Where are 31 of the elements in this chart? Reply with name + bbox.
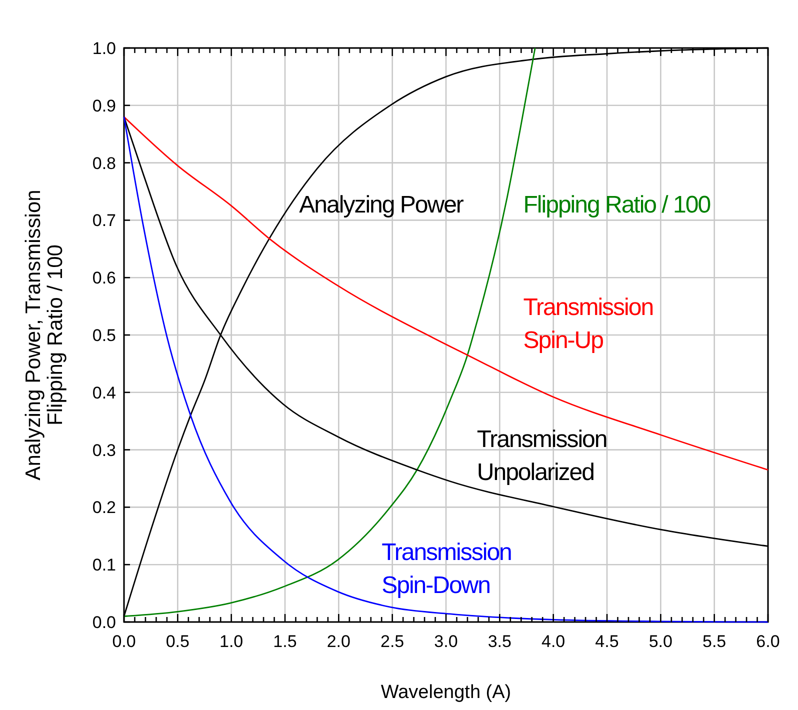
series-label: Transmission Spin-Up	[523, 294, 654, 354]
y-tick-label: 0.6	[92, 268, 116, 288]
x-tick-label: 2.5	[380, 632, 404, 651]
x-tick-label: 1.0	[220, 632, 244, 651]
y-tick-label: 0.1	[92, 556, 116, 575]
y-tick-label: 0.2	[92, 498, 116, 518]
x-tick-label: 5.0	[648, 632, 672, 651]
y-tick-label: 0.5	[92, 326, 116, 345]
x-tick-label: 2.0	[326, 632, 350, 651]
series-label: Transmission Unpolarized	[476, 426, 607, 486]
series-label: Flipping Ratio / 100	[523, 192, 711, 219]
x-tick-label: 3.0	[434, 632, 458, 651]
x-axis-title: Wavelength (A)	[380, 682, 512, 703]
y-tick-label: 0.3	[92, 440, 116, 460]
series-label: Analyzing Power	[299, 192, 464, 219]
y-tick-label: 0.9	[92, 96, 116, 116]
x-tick-label: 3.5	[488, 632, 512, 651]
y-tick-label: 0.8	[92, 154, 116, 173]
x-tick-label: 1.5	[273, 632, 297, 651]
x-tick-label: 6.0	[756, 632, 780, 651]
y-axis-title: Analyzing Power, Transmission Flipping Ratio / 100	[22, 190, 67, 480]
x-tick-label: 5.5	[702, 632, 726, 651]
x-tick-label: 4.0	[542, 632, 566, 651]
y-tick-label: 0.0	[92, 613, 116, 632]
y-tick-label: 0.4	[92, 383, 116, 402]
y-tick-label: 0.7	[92, 211, 116, 230]
series-label: Transmission Spin-Down	[382, 539, 512, 600]
x-tick-label: 0.5	[166, 632, 190, 651]
x-tick-label: 0.0	[112, 632, 136, 651]
x-tick-label: 4.5	[595, 632, 619, 651]
y-tick-label: 1.0	[92, 39, 116, 58]
